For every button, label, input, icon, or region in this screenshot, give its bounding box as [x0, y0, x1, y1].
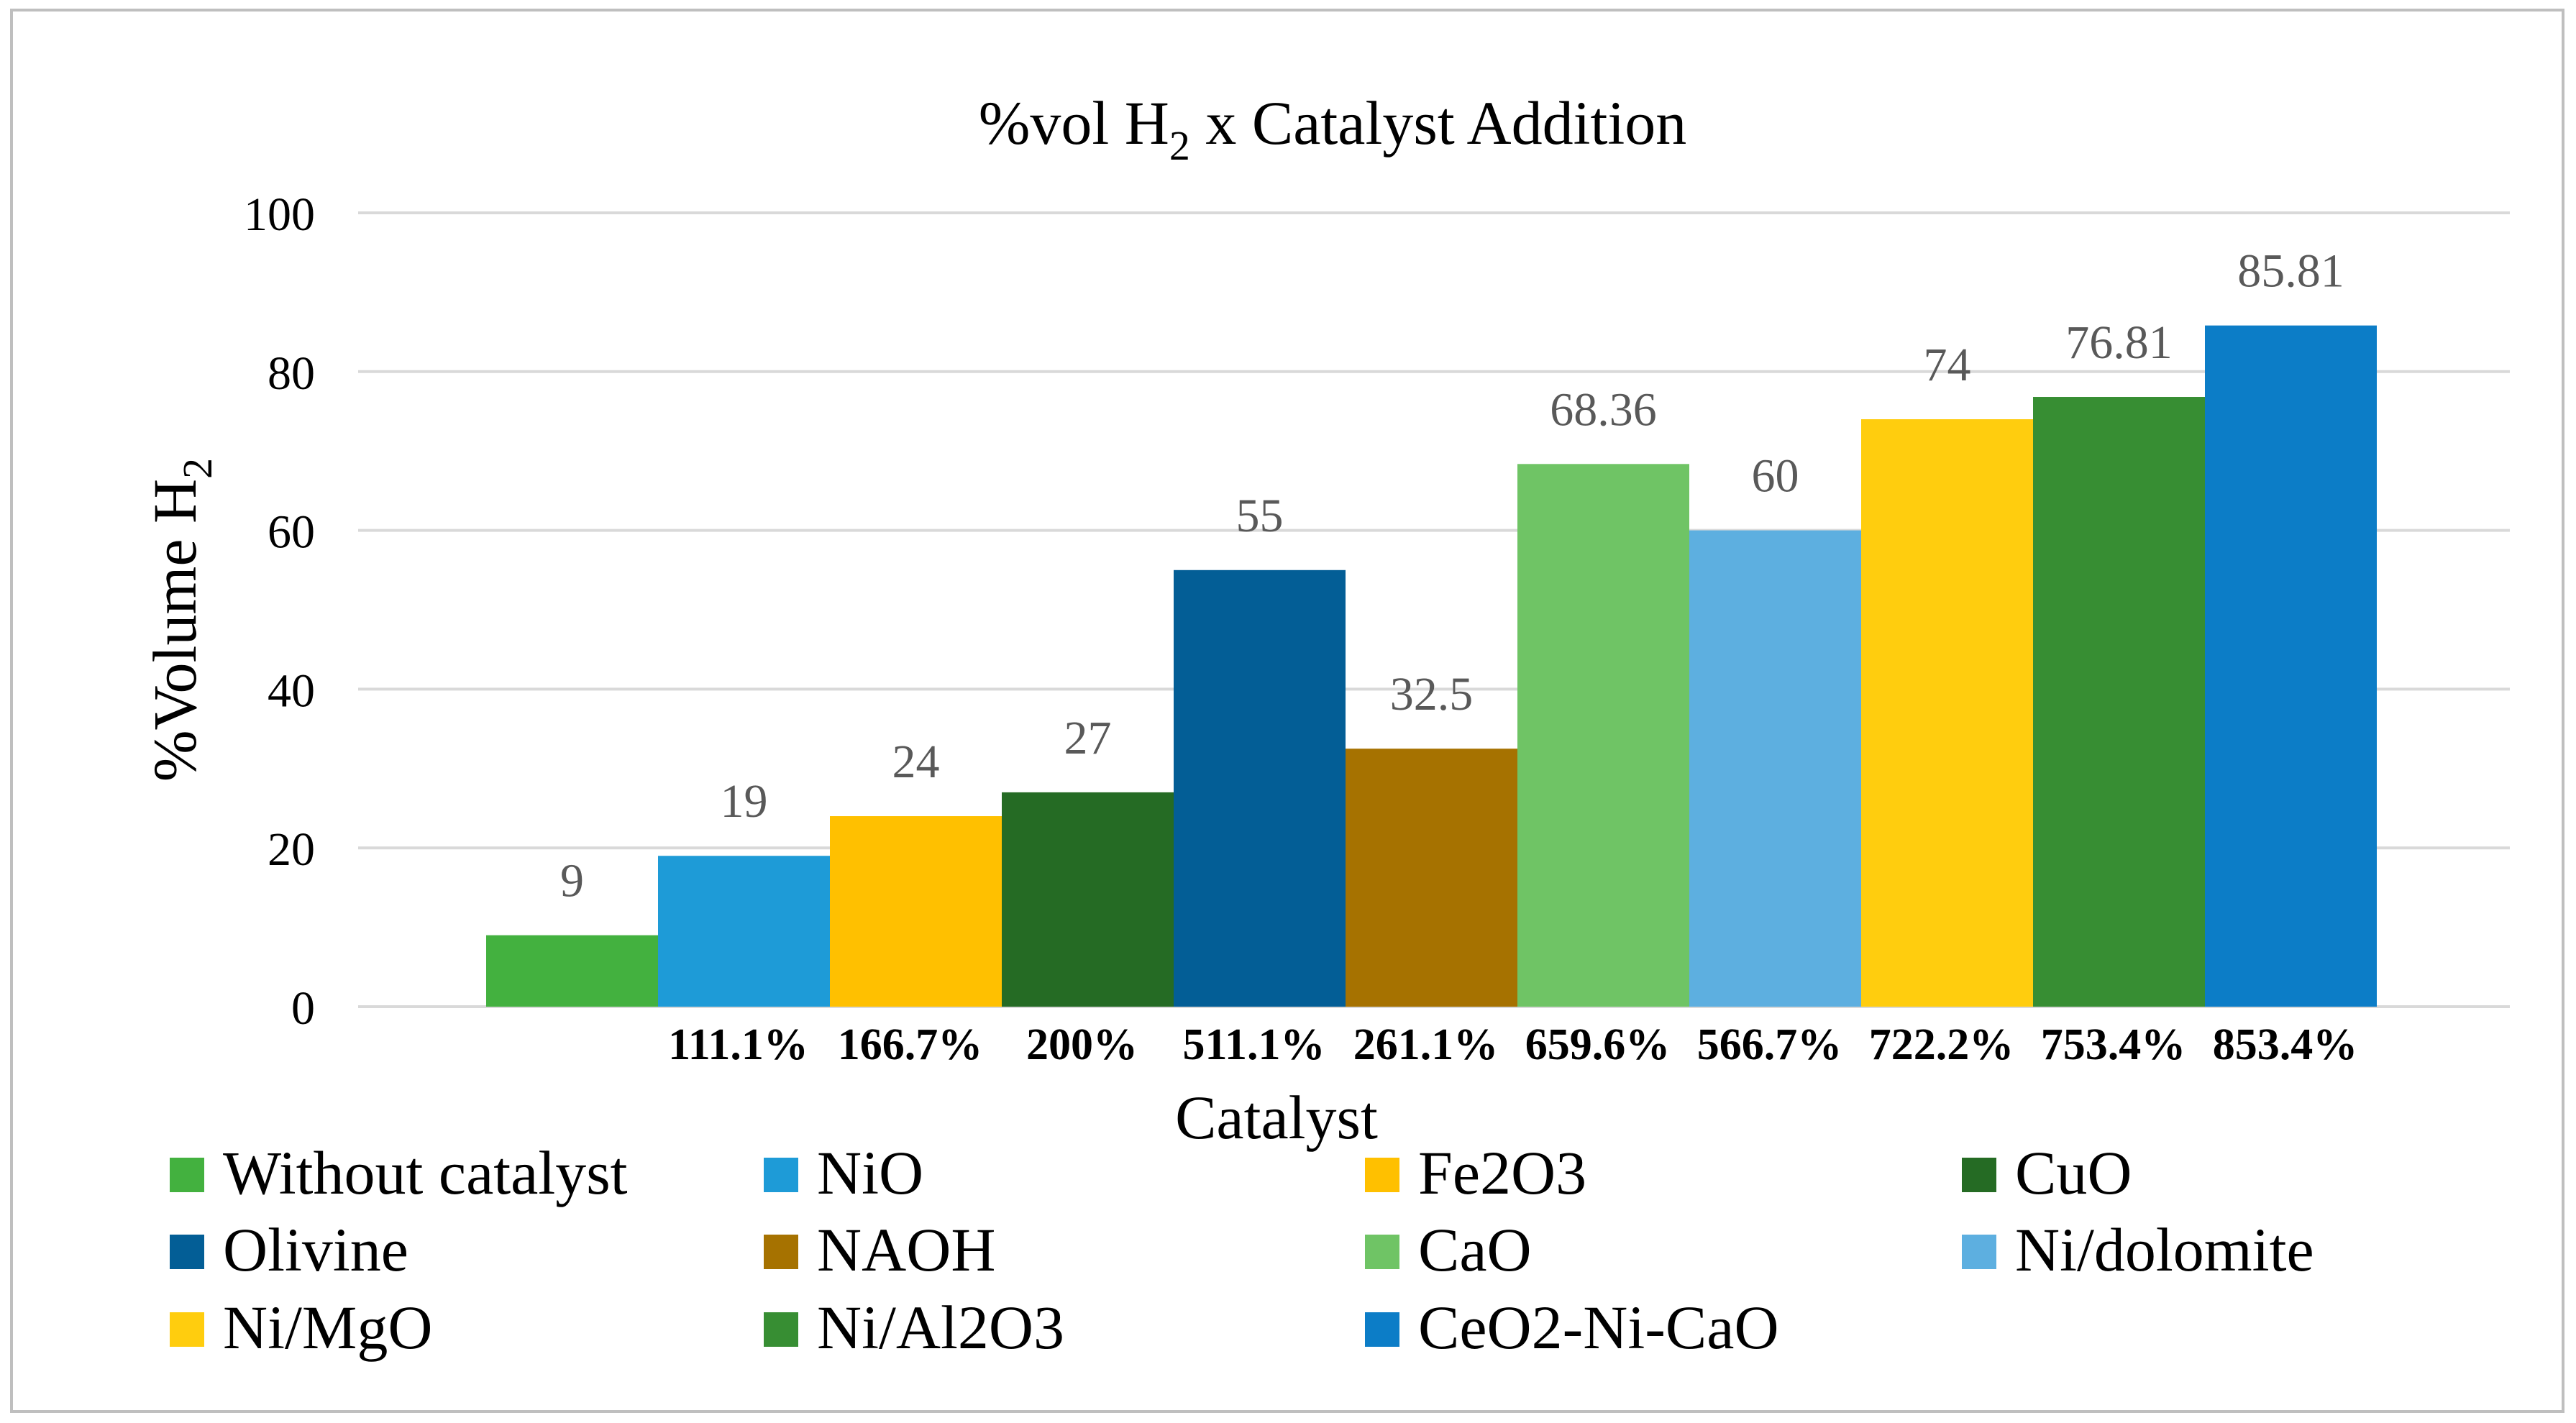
y-tick-label: 40	[268, 664, 315, 717]
legend-item: Without catalyst	[170, 1138, 628, 1207]
y-tick-label: 80	[268, 347, 315, 400]
bar	[1174, 569, 1346, 1007]
increase-label: 166.7%	[838, 1020, 983, 1069]
bar	[1689, 530, 1861, 1007]
increase-label: 111.1%	[668, 1020, 808, 1069]
legend-swatch	[170, 1312, 204, 1347]
legend-label: CuO	[2015, 1138, 2132, 1207]
legend-swatch	[1962, 1158, 1996, 1192]
y-axis-title-subscript: 2	[174, 458, 221, 479]
bar	[1002, 792, 1174, 1007]
bar	[486, 935, 658, 1007]
increase-label: 659.6%	[1525, 1020, 1671, 1069]
bar	[2205, 325, 2377, 1007]
data-label: 27	[1064, 712, 1112, 764]
data-label: 24	[892, 736, 940, 788]
increase-label: 566.7%	[1697, 1020, 1842, 1069]
y-tick-label: 20	[268, 823, 315, 876]
data-label: 55	[1236, 490, 1284, 542]
legend-item: Fe2O3	[1365, 1138, 1586, 1207]
data-label: 60	[1752, 450, 1799, 503]
legend-swatch	[764, 1312, 798, 1347]
legend-label: NAOH	[817, 1215, 995, 1284]
y-tick-label: 60	[268, 506, 315, 559]
bar	[658, 856, 830, 1007]
data-labels: 9 19 24 27 55 32.5 68.36 60 74 76.81 85.81	[560, 245, 2344, 907]
data-label: 68.36	[1550, 383, 1657, 436]
data-label: 85.81	[2237, 245, 2344, 298]
chart-title-suffix: x Catalyst Addition	[1190, 88, 1686, 157]
legend-item: CaO	[1365, 1215, 1532, 1284]
legend-swatch	[1365, 1312, 1399, 1347]
bar	[2033, 397, 2205, 1007]
increase-labels: 111.1% 166.7% 200% 511.1% 261.1% 659.6% 566.7%…	[668, 1020, 2357, 1069]
data-label: 9	[560, 855, 584, 907]
chart-title-prefix: %vol H	[979, 88, 1169, 157]
y-axis-title-prefix: %Volume H	[140, 479, 209, 782]
y-tick-label: 100	[244, 188, 315, 241]
increase-label: 853.4%	[2213, 1020, 2358, 1069]
y-axis-title: %Volume H2	[140, 458, 221, 782]
increase-label: 261.1%	[1353, 1020, 1499, 1069]
legend-item: CuO	[1962, 1138, 2132, 1207]
bar	[1517, 464, 1689, 1007]
x-axis-title: Catalyst	[1175, 1083, 1378, 1152]
legend-item: Olivine	[170, 1215, 408, 1284]
legend-swatch	[170, 1235, 204, 1269]
legend-item: Ni/Al2O3	[764, 1293, 1064, 1362]
chart-title-subscript: 2	[1169, 122, 1190, 169]
legend-swatch	[764, 1158, 798, 1192]
legend-label: CaO	[1418, 1215, 1532, 1284]
legend-label: Fe2O3	[1418, 1138, 1586, 1207]
chart-title: %vol H2 x Catalyst Addition	[979, 88, 1687, 169]
legend-label: Without catalyst	[223, 1138, 628, 1207]
data-label: 74	[1924, 339, 1971, 391]
data-label: 76.81	[2065, 316, 2173, 369]
legend-swatch	[1962, 1235, 1996, 1269]
legend-label: Olivine	[223, 1215, 408, 1284]
legend: Without catalyst NiO Fe2O3 CuO Olivine NAOH Ca…	[170, 1138, 2314, 1362]
legend-swatch	[1365, 1158, 1399, 1192]
legend-swatch	[764, 1235, 798, 1269]
increase-label: 200%	[1026, 1020, 1138, 1069]
increase-label: 511.1%	[1182, 1020, 1325, 1069]
legend-label: Ni/MgO	[223, 1293, 432, 1362]
legend-item: CeO2-Ni-CaO	[1365, 1293, 1779, 1362]
legend-item: Ni/MgO	[170, 1293, 432, 1362]
legend-label: Ni/dolomite	[2015, 1215, 2314, 1284]
y-tick-label: 0	[291, 982, 315, 1035]
bar	[1346, 749, 1517, 1007]
bar	[830, 816, 1002, 1007]
legend-swatch	[1365, 1235, 1399, 1269]
legend-label: CeO2-Ni-CaO	[1418, 1293, 1779, 1362]
legend-label: Ni/Al2O3	[817, 1293, 1064, 1362]
data-label: 19	[721, 775, 768, 828]
increase-label: 722.2%	[1869, 1020, 2014, 1069]
legend-swatch	[170, 1158, 204, 1192]
increase-label: 753.4%	[2041, 1020, 2186, 1069]
legend-item: NAOH	[764, 1215, 995, 1284]
legend-label: NiO	[817, 1138, 923, 1207]
data-label: 32.5	[1390, 668, 1474, 720]
y-axis-ticks: 0 20 40 60 80 100	[244, 188, 315, 1035]
bar	[1861, 419, 2033, 1007]
legend-item: NiO	[764, 1138, 923, 1207]
bars	[486, 325, 2377, 1007]
legend-item: Ni/dolomite	[1962, 1215, 2314, 1284]
